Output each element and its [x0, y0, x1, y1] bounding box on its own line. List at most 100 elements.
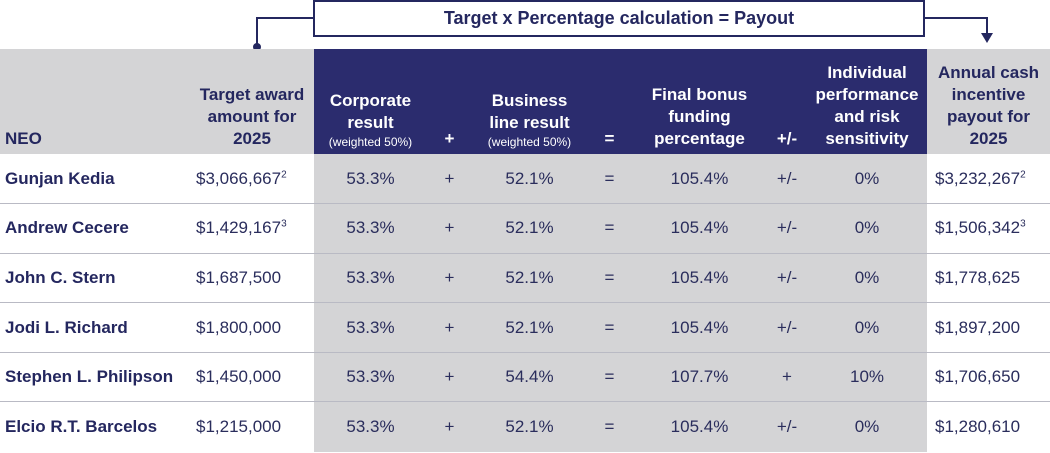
equals-operator: = — [587, 352, 632, 403]
individual-adjustment-value: 0% — [854, 168, 880, 188]
header-payout: Annual cash incentive payout for 2025 — [927, 49, 1050, 154]
final-percentage-value: 107.7% — [670, 367, 729, 387]
plusminus-operator-value: + — [782, 367, 792, 387]
neo-name-value: Andrew Cecere — [5, 218, 129, 238]
equals-operator-value: = — [604, 218, 615, 238]
header-final: Final bonus funding percentage — [632, 49, 767, 154]
final-percentage: 107.7% — [632, 352, 767, 403]
corporate-result: 53.3% — [314, 154, 427, 205]
target-amount-value: $1,215,000 — [196, 417, 282, 437]
arrow-down-icon — [981, 33, 993, 43]
individual-adjustment-value: 0% — [854, 267, 880, 287]
equals-operator: = — [587, 154, 632, 205]
individual-adjustment: 0% — [807, 401, 927, 452]
plus-operator-value: + — [444, 317, 455, 337]
footnote-marker: 2 — [281, 168, 287, 180]
equals-operator: = — [587, 253, 632, 304]
neo-name: Gunjan Kedia — [0, 154, 190, 205]
target-amount-value: $1,800,000 — [196, 317, 282, 337]
corporate-result-value: 53.3% — [346, 317, 395, 337]
business-result-value: 52.1% — [505, 168, 554, 188]
plusminus-operator-value: +/- — [776, 317, 798, 337]
plus-operator: + — [427, 154, 472, 205]
table-body: Gunjan Kedia $3,066,6672 53.3% +52.1% = 105.4… — [0, 154, 1050, 452]
payout-amount: $1,897,200 — [927, 302, 1050, 353]
corporate-result-value: 53.3% — [346, 267, 395, 287]
plus-operator-value: + — [444, 168, 455, 188]
table-row: Stephen L. Philipson $1,450,000 53.3% +54.4… — [0, 352, 1050, 403]
payout-amount-value: $1,897,200 — [935, 317, 1021, 337]
plusminus-operator-value: +/- — [776, 218, 798, 238]
business-result: 54.4% — [472, 352, 587, 403]
header-business: Business line result (weighted 50%) — [472, 49, 587, 154]
final-percentage: 105.4% — [632, 302, 767, 353]
final-percentage: 105.4% — [632, 203, 767, 254]
table-row: Jodi L. Richard $1,800,000 53.3% +52.1% = 105… — [0, 302, 1050, 353]
individual-adjustment-value: 0% — [854, 218, 880, 238]
final-percentage-value: 105.4% — [670, 267, 729, 287]
payout-amount: $1,706,650 — [927, 352, 1050, 403]
payout-table: NEO Target award amount for 2025 Corpora… — [0, 49, 1050, 452]
banner-title: Target x Percentage calculation = Payout — [443, 8, 795, 28]
header-equals: = — [587, 49, 632, 154]
target-amount: $1,450,000 — [190, 352, 314, 403]
equals-operator-value: = — [604, 367, 615, 387]
business-result: 52.1% — [472, 154, 587, 205]
equals-operator-value: = — [604, 168, 615, 188]
table-row: Elcio R.T. Barcelos $1,215,000 53.3% +52.1%… — [0, 401, 1050, 452]
table-row: Andrew Cecere $1,429,1673 53.3% +52.1% = 105.… — [0, 203, 1050, 254]
business-result: 52.1% — [472, 401, 587, 452]
individual-adjustment-value: 10% — [849, 367, 885, 387]
payout-amount: $3,232,2672 — [927, 154, 1050, 205]
plus-operator-value: + — [444, 267, 455, 287]
footnote-marker: 3 — [1020, 218, 1026, 230]
target-amount: $1,800,000 — [190, 302, 314, 353]
corporate-result-value: 53.3% — [346, 367, 395, 387]
target-amount: $3,066,6672 — [190, 154, 314, 205]
plusminus-operator-value: +/- — [776, 168, 798, 188]
neo-name-value: Jodi L. Richard — [5, 317, 128, 337]
equals-operator-value: = — [604, 317, 615, 337]
plusminus-operator-value: +/- — [776, 267, 798, 287]
right-connector-line — [925, 17, 988, 34]
plus-operator: + — [427, 302, 472, 353]
target-amount-value: $1,429,167 — [196, 218, 282, 238]
footnote-marker: 3 — [281, 218, 287, 230]
payout-amount: $1,778,625 — [927, 253, 1050, 304]
business-result-value: 54.4% — [505, 367, 554, 387]
business-result: 52.1% — [472, 203, 587, 254]
header-plus: + — [427, 49, 472, 154]
plusminus-operator-value: +/- — [776, 417, 798, 437]
equals-operator: = — [587, 401, 632, 452]
business-result: 52.1% — [472, 253, 587, 304]
target-amount-value: $1,450,000 — [196, 367, 282, 387]
neo-name-value: Gunjan Kedia — [5, 168, 115, 188]
payout-amount-value: $1,706,650 — [935, 367, 1021, 387]
left-connector-line — [256, 17, 313, 46]
individual-adjustment: 0% — [807, 302, 927, 353]
plusminus-operator: +/- — [767, 154, 807, 205]
neo-name: John C. Stern — [0, 253, 190, 304]
individual-adjustment: 10% — [807, 352, 927, 403]
corporate-result-value: 53.3% — [346, 168, 395, 188]
header-corporate-sub: (weighted 50%) — [328, 135, 413, 149]
target-amount-value: $1,687,500 — [196, 267, 282, 287]
table-row: Gunjan Kedia $3,066,6672 53.3% +52.1% = 105.4… — [0, 154, 1050, 205]
corporate-result-value: 53.3% — [346, 417, 395, 437]
equals-operator: = — [587, 203, 632, 254]
final-percentage-value: 105.4% — [670, 218, 729, 238]
footnote-marker: 2 — [1020, 168, 1026, 180]
target-amount-value: $3,066,667 — [196, 168, 282, 188]
final-percentage-value: 105.4% — [670, 317, 729, 337]
header-neo: NEO — [0, 49, 190, 154]
individual-adjustment: 0% — [807, 154, 927, 205]
target-amount: $1,429,1673 — [190, 203, 314, 254]
business-result-value: 52.1% — [505, 218, 554, 238]
header-row: NEO Target award amount for 2025 Corpora… — [0, 49, 1050, 154]
corporate-result-value: 53.3% — [346, 218, 395, 238]
neo-name-value: John C. Stern — [5, 267, 116, 287]
plusminus-operator: +/- — [767, 302, 807, 353]
plus-operator-value: + — [444, 218, 455, 238]
plus-operator: + — [427, 401, 472, 452]
corporate-result: 53.3% — [314, 253, 427, 304]
